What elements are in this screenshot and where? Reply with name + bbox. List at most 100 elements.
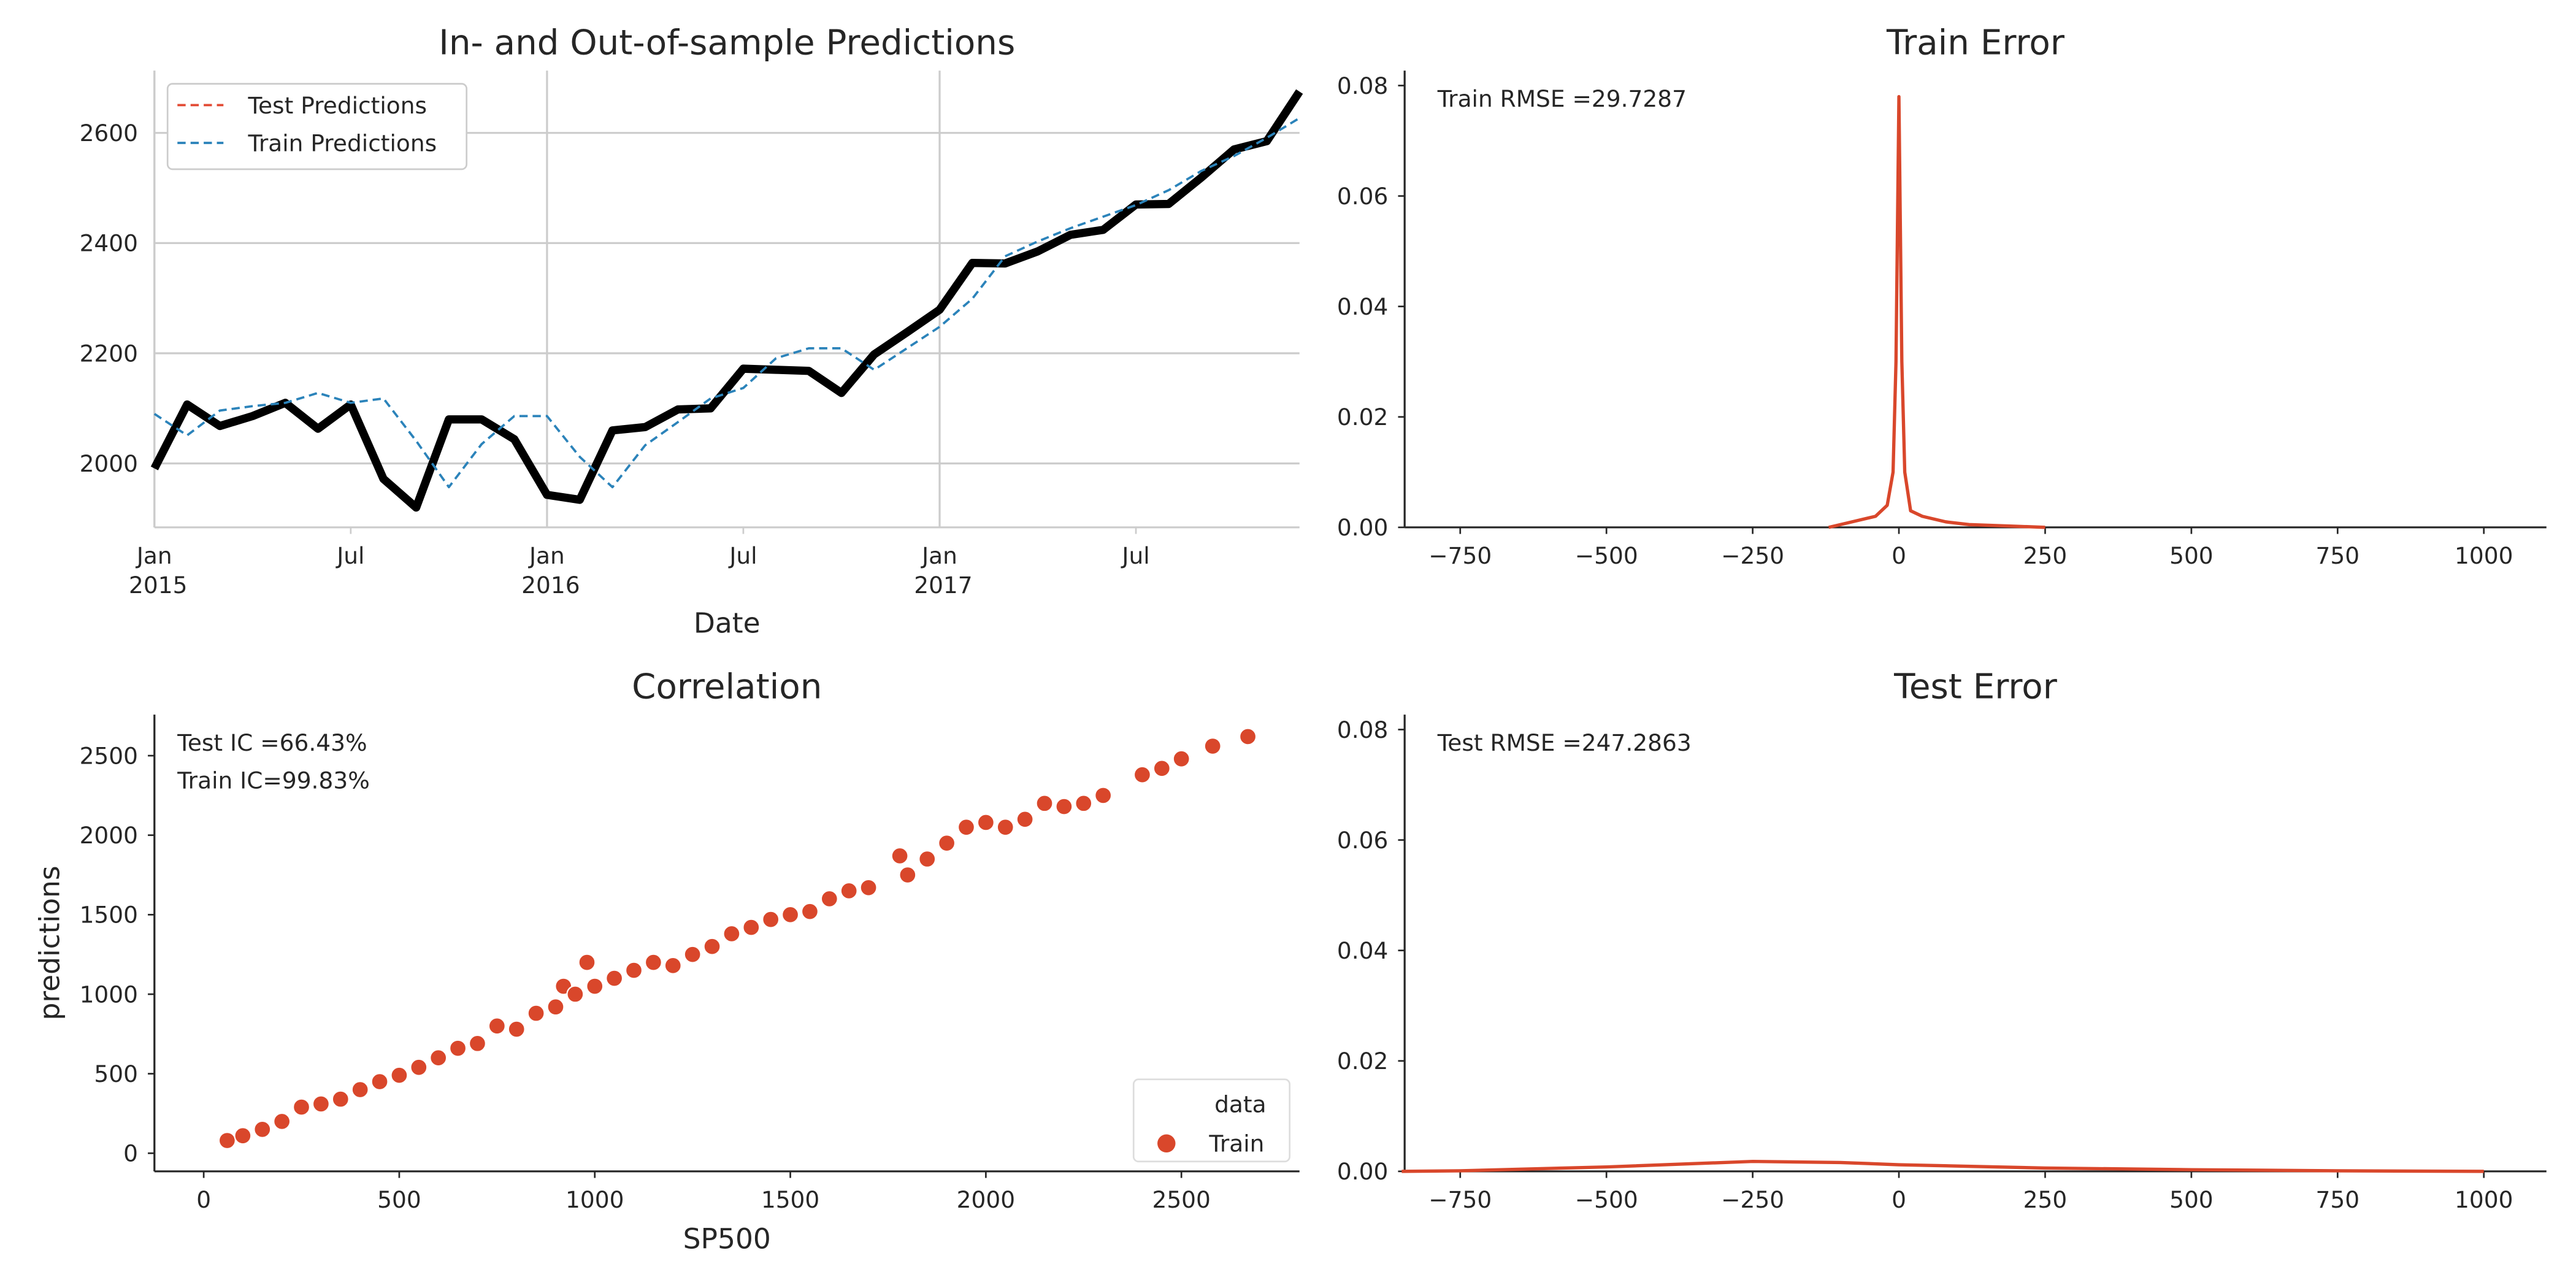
y-tick-label: 2600	[80, 120, 138, 147]
x-tick-label: −750	[1428, 1186, 1492, 1213]
point	[1203, 737, 1222, 755]
point	[957, 818, 975, 837]
point	[1239, 727, 1257, 746]
y-tick-label: 0.04	[1337, 937, 1389, 964]
panel: Train Error 0.00 0.02 0.04 0.06 0.08 −750 −500 −…	[1337, 23, 2547, 569]
point	[996, 818, 1014, 837]
y-tick-label: 2400	[80, 230, 138, 257]
point	[683, 945, 702, 964]
line	[1401, 1159, 2484, 1173]
point	[527, 1004, 545, 1022]
point	[1094, 786, 1113, 805]
point	[218, 1132, 236, 1149]
y-tick-label: 500	[94, 1060, 138, 1087]
x-tick-label: Jan 2017	[907, 542, 972, 599]
point	[546, 998, 565, 1016]
point	[390, 1066, 408, 1084]
point	[859, 878, 878, 897]
x-tick-label: 250	[2023, 542, 2068, 569]
point	[370, 1073, 389, 1091]
x-tick-label: −250	[1721, 542, 1784, 569]
point	[840, 881, 858, 900]
panel: In- and Out-of-sample Predictions 2000 220…	[80, 23, 1303, 639]
y-tick-label: 1000	[80, 981, 138, 1008]
x-tick-label: −750	[1428, 542, 1492, 569]
chart-title: Test Error	[1893, 667, 2058, 707]
point	[723, 924, 741, 943]
x-tick-label: 0	[1892, 542, 1906, 569]
point	[566, 985, 585, 1003]
point	[1133, 765, 1151, 784]
y-tick-label: 0.08	[1337, 716, 1389, 743]
point	[507, 1020, 526, 1038]
point	[664, 956, 682, 975]
y-tick-label: 2500	[80, 742, 138, 769]
point	[410, 1058, 428, 1076]
chart-title: In- and Out-of-sample Predictions	[439, 23, 1015, 63]
x-tick-label: Jul	[728, 542, 757, 569]
point	[800, 902, 819, 921]
point	[488, 1017, 506, 1035]
point	[781, 905, 800, 924]
legend-title: data	[1214, 1091, 1266, 1117]
annotation: Train RMSE =29.7287	[1437, 85, 1687, 112]
point	[891, 846, 909, 865]
x-tick-label: 1500	[761, 1186, 819, 1213]
x-tick-label-line: 2016	[514, 572, 580, 599]
chart-title: Train Error	[1886, 23, 2065, 63]
point	[1035, 794, 1054, 813]
point	[918, 850, 937, 868]
y-tick-label: 0.06	[1337, 183, 1389, 210]
y-tick-label: 2000	[80, 822, 138, 849]
x-tick-label: 750	[2316, 1186, 2360, 1213]
y-tick-label: 0.02	[1337, 404, 1389, 431]
y-axis-label: predictions	[33, 865, 66, 1020]
point	[273, 1112, 291, 1130]
point	[586, 977, 604, 995]
x-tick-label: Jul	[1121, 542, 1149, 569]
x-tick-label: 500	[2169, 542, 2214, 569]
y-tick-label: 0.04	[1337, 293, 1389, 320]
legend-label: Train Predictions	[247, 129, 437, 156]
x-tick-label: 1000	[2455, 1186, 2513, 1213]
point	[762, 910, 780, 929]
y-tick-label: 2000	[80, 450, 138, 477]
point	[578, 953, 596, 972]
point	[351, 1081, 369, 1099]
legend-label: Train	[1208, 1130, 1264, 1157]
y-tick-label: 0.00	[1337, 1158, 1389, 1185]
point	[899, 866, 917, 884]
y-tick-label: 2200	[80, 340, 138, 367]
x-tick-label: 250	[2023, 1186, 2068, 1213]
x-tick-label: 500	[377, 1186, 421, 1213]
x-tick-label: 0	[196, 1186, 211, 1213]
point	[976, 813, 995, 832]
x-tick-label: 750	[2316, 542, 2360, 569]
point	[625, 961, 643, 979]
annotation: Test IC =66.43%	[177, 729, 367, 756]
point	[312, 1095, 330, 1113]
x-tick-label: −500	[1575, 1186, 1638, 1213]
point	[293, 1098, 310, 1116]
point	[605, 969, 624, 987]
point	[1016, 810, 1034, 829]
point	[449, 1039, 467, 1057]
point	[703, 937, 721, 956]
point	[253, 1120, 272, 1138]
y-tick-label: 0.00	[1337, 514, 1389, 541]
x-tick-label-line: Jan	[528, 542, 565, 569]
legend-label: Test Predictions	[247, 92, 427, 119]
x-tick-label: 1000	[565, 1186, 624, 1213]
legend: data Train	[1132, 1078, 1291, 1163]
point	[938, 834, 956, 853]
x-tick-label-line: 2017	[907, 572, 972, 599]
point	[1152, 759, 1171, 778]
x-tick-label-line: 2015	[121, 572, 187, 599]
x-tick-label: Jul	[335, 542, 364, 569]
legend: Test Predictions Train Predictions	[166, 83, 468, 171]
point	[234, 1127, 252, 1145]
point	[820, 889, 838, 908]
point	[1172, 749, 1190, 768]
x-tick-label: 2500	[1152, 1186, 1210, 1213]
